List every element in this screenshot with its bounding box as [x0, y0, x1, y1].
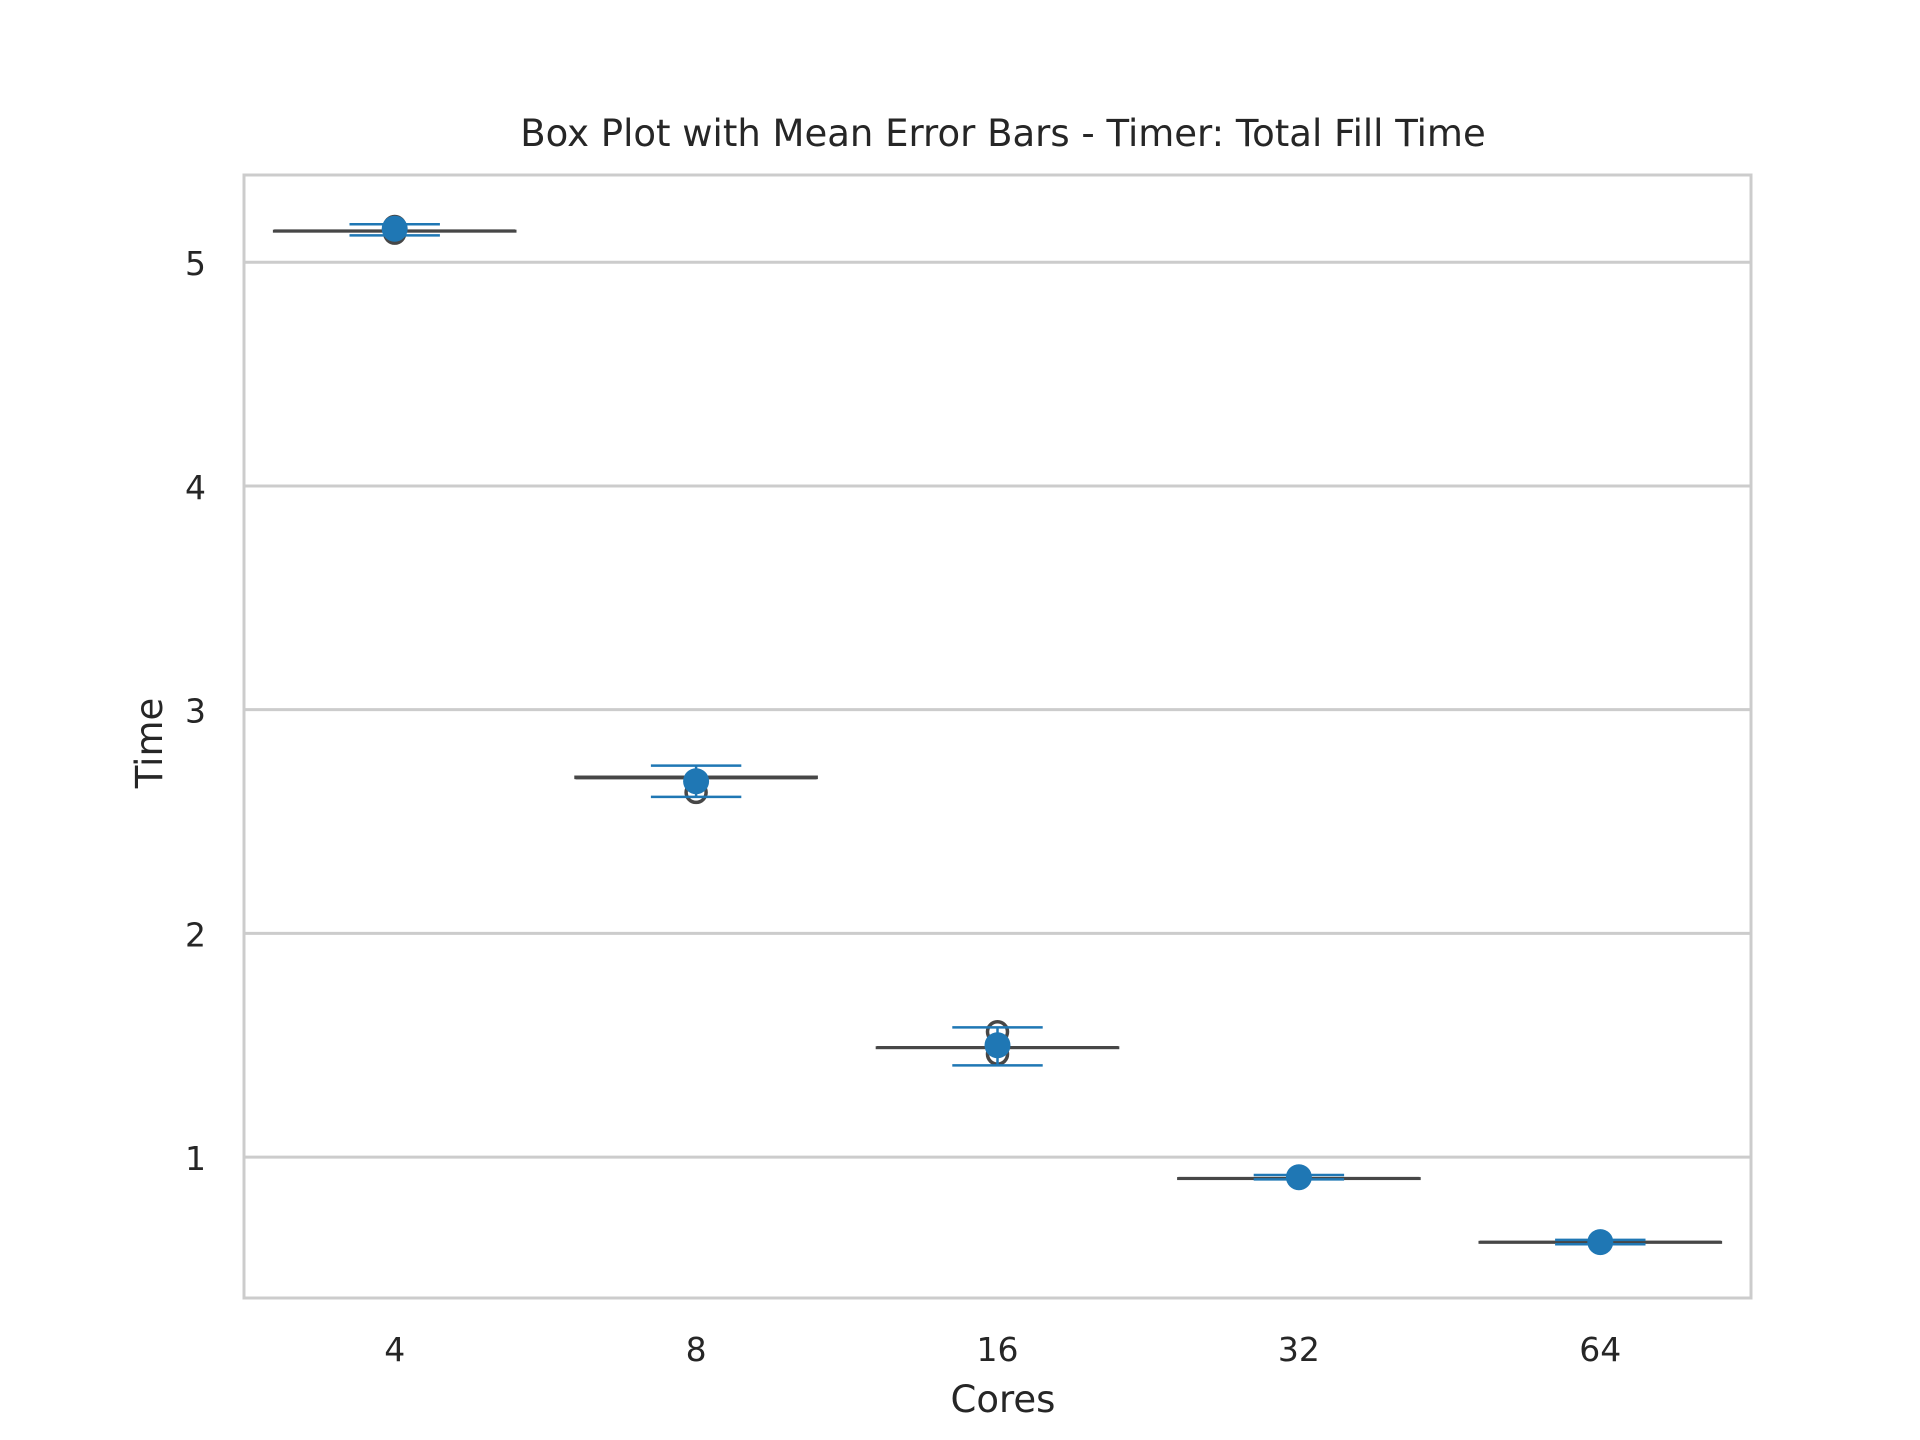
grid-lines: [244, 260, 1751, 1159]
x-tick-label: 8: [686, 1330, 707, 1369]
chart-title: Box Plot with Mean Error Bars - Timer: T…: [520, 112, 1486, 155]
y-tick-label: 4: [185, 468, 206, 507]
x-tick-label: 4: [384, 1330, 405, 1369]
mean-error-group: [952, 1026, 1043, 1067]
mean-point: [1285, 1164, 1312, 1191]
x-axis-label: Cores: [951, 1378, 1056, 1421]
x-tick-label: 16: [977, 1330, 1019, 1369]
mean-error-group: [1555, 1229, 1646, 1256]
y-tick-label: 5: [185, 244, 206, 283]
x-tick-label: 32: [1278, 1330, 1320, 1369]
chart-marks: [272, 214, 1723, 1256]
mean-error-group: [349, 215, 440, 242]
tick-labels: 1 2 3 4 5 4 8 16 32 64: [185, 244, 1621, 1369]
mean-error-group: [650, 764, 742, 799]
mean-point: [984, 1032, 1011, 1059]
plot-frame: [242, 173, 1753, 1300]
y-tick-label: 3: [185, 692, 206, 731]
mean-point: [1587, 1229, 1614, 1256]
y-tick-label: 1: [185, 1139, 206, 1178]
y-axis-label: Time: [128, 698, 171, 790]
mean-point: [381, 215, 408, 242]
mean-error-group: [1253, 1164, 1345, 1191]
mean-point: [683, 768, 710, 795]
y-tick-label: 2: [185, 915, 206, 954]
x-tick-label: 64: [1579, 1330, 1621, 1369]
